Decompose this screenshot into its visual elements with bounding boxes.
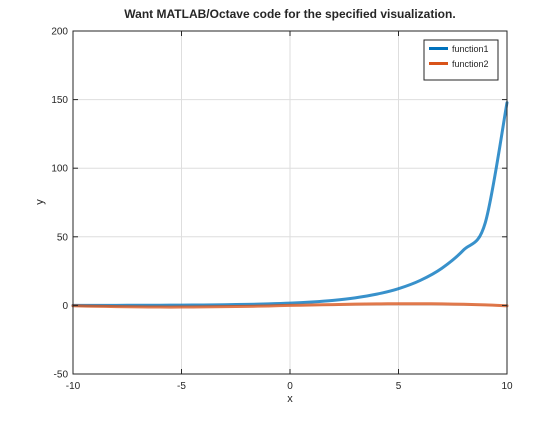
x-axis-label: x <box>287 393 293 405</box>
x-tick-label: 10 <box>501 381 513 392</box>
x-tick-label: 5 <box>396 381 402 392</box>
legend-label: function2 <box>452 59 489 69</box>
series-line-function2 <box>71 302 509 309</box>
chart-title: Want MATLAB/Octave code for the specifie… <box>124 7 455 21</box>
y-tick-label: 0 <box>62 301 68 312</box>
legend: function1 function2 <box>423 39 499 81</box>
series-lines <box>71 101 509 309</box>
legend-box <box>423 39 499 81</box>
y-tick-label: 100 <box>51 164 68 175</box>
y-tick-label: 50 <box>57 232 69 243</box>
x-tick-label: 0 <box>287 381 293 392</box>
legend-label: function1 <box>452 44 489 54</box>
y-tick-label: -50 <box>54 370 69 381</box>
y-axis-label: y <box>34 199 46 205</box>
y-tick-label: 200 <box>51 27 68 38</box>
y-tick-label: 150 <box>51 95 68 106</box>
x-tick-label: -5 <box>177 381 186 392</box>
series-line-function1 <box>71 101 509 307</box>
x-tick-label: -10 <box>66 381 81 392</box>
